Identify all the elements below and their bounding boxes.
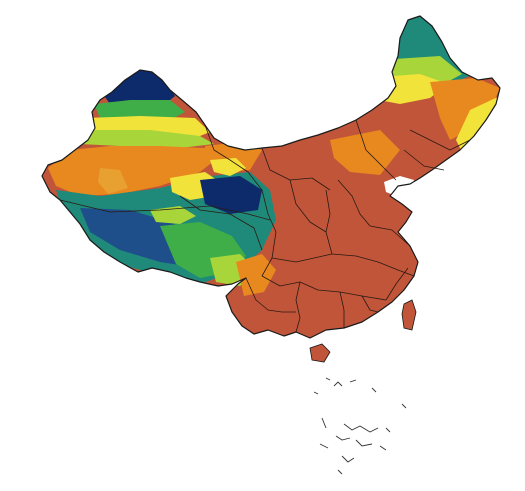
island-15 [385, 427, 391, 433]
island-13 [341, 455, 355, 463]
zone-plateau-navy-east [200, 176, 262, 214]
island-11 [319, 443, 329, 449]
taiwan-island [401, 299, 417, 331]
zone-tarim-center [98, 168, 128, 194]
boundary-hubei-anhui-jiangsu [331, 253, 415, 277]
zone-plateau-lime [150, 206, 196, 224]
island-8 [343, 423, 379, 433]
boundary-shanxi-hebei [337, 179, 371, 227]
zone-hengduan-orange [236, 254, 276, 296]
boundary-zhejiang [385, 267, 409, 301]
zone-northeast-orange [430, 78, 500, 140]
island-3 [349, 379, 357, 383]
boundary-liaoning-jilin [403, 149, 445, 171]
zone-xinjiang-north-navy [100, 66, 175, 110]
island-4 [371, 387, 377, 393]
boundary-hunan-guangdong [339, 291, 345, 328]
island-2 [333, 381, 343, 387]
boundary-jilin-heilongjiang [409, 129, 471, 151]
zone-gansu-yellow [210, 158, 246, 176]
zone-north-orange [330, 130, 400, 175]
zone-xinjiang-lime-band [80, 130, 214, 148]
island-10 [355, 439, 373, 447]
island-7 [321, 417, 327, 429]
boundary-xinjiang-gansu [204, 124, 263, 191]
boundary-sichuan-chongqing [271, 253, 333, 263]
boundary-jiangxi-fujian [361, 295, 379, 313]
island-12 [379, 445, 387, 451]
zone-northeast-yellow-east [456, 96, 500, 152]
island-9 [335, 435, 351, 441]
boundary-innermongolia-liaoning [355, 119, 397, 181]
boundary-yunnan [245, 277, 296, 313]
boundary-qinghai-tibet [179, 195, 263, 251]
zone-xinjiang-north-green [94, 100, 185, 122]
province-boundaries [59, 119, 471, 333]
boundary-henan-shandong [369, 225, 411, 247]
island-14 [337, 469, 343, 475]
south-sea-islands [313, 377, 407, 475]
island-1 [325, 377, 331, 381]
island-6 [401, 403, 407, 409]
zone-tarim-orange [48, 146, 215, 196]
boundary-shaanxi-shanxi [325, 189, 333, 255]
island-5 [313, 391, 319, 395]
hainan-island [309, 343, 331, 363]
boundary-shaanxi-west [289, 179, 327, 233]
boundary-guizhou-guangxi [295, 281, 301, 333]
boundary-xinjiang-tibet [59, 199, 271, 221]
boundary-qinghai-sichuan [261, 189, 277, 277]
